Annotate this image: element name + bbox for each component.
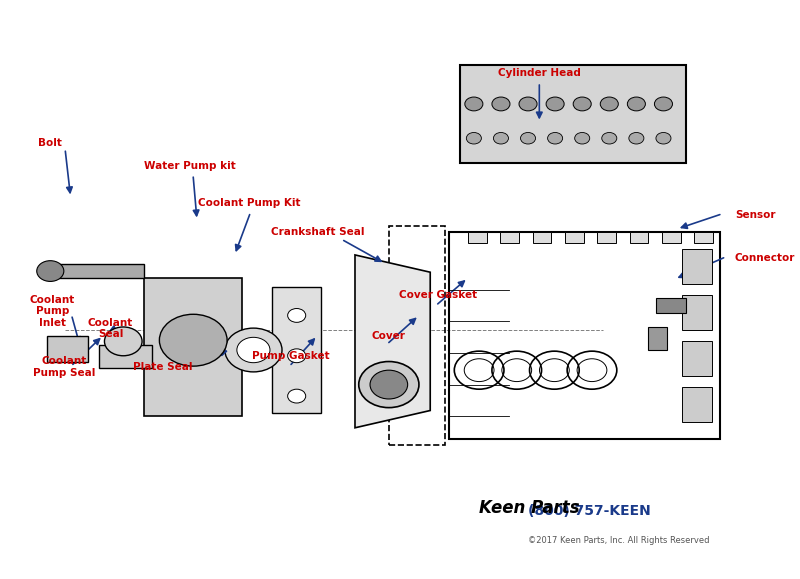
Bar bbox=[662, 232, 681, 243]
Circle shape bbox=[521, 133, 535, 144]
Bar bbox=[468, 232, 486, 243]
Circle shape bbox=[573, 97, 591, 111]
Bar bbox=[682, 342, 712, 376]
Text: Coolant
Pump
Inlet: Coolant Pump Inlet bbox=[30, 295, 75, 328]
Bar bbox=[565, 232, 584, 243]
Text: Coolant
Seal: Coolant Seal bbox=[88, 318, 133, 339]
Text: Water Pump kit: Water Pump kit bbox=[144, 160, 235, 171]
Text: Plate Seal: Plate Seal bbox=[134, 362, 193, 372]
Bar bbox=[46, 336, 88, 361]
Circle shape bbox=[494, 133, 509, 144]
Circle shape bbox=[288, 389, 306, 403]
Bar bbox=[682, 295, 712, 330]
Circle shape bbox=[547, 133, 562, 144]
Circle shape bbox=[105, 327, 142, 356]
Circle shape bbox=[159, 314, 227, 366]
Polygon shape bbox=[355, 255, 430, 428]
Text: Pump Gasket: Pump Gasket bbox=[252, 351, 330, 361]
Circle shape bbox=[656, 133, 671, 144]
Text: Sensor: Sensor bbox=[735, 210, 775, 219]
Circle shape bbox=[574, 133, 590, 144]
Bar bbox=[682, 387, 712, 422]
Bar bbox=[272, 287, 321, 413]
Circle shape bbox=[602, 133, 617, 144]
Circle shape bbox=[492, 97, 510, 111]
Bar bbox=[598, 232, 616, 243]
Circle shape bbox=[629, 133, 644, 144]
Bar bbox=[682, 249, 712, 284]
Bar bbox=[460, 65, 686, 163]
Bar bbox=[99, 345, 152, 368]
Text: Bolt: Bolt bbox=[38, 138, 62, 148]
Text: (800) 757-KEEN: (800) 757-KEEN bbox=[528, 504, 650, 518]
Bar bbox=[533, 232, 551, 243]
Circle shape bbox=[370, 370, 408, 399]
Circle shape bbox=[519, 97, 537, 111]
Text: Cover: Cover bbox=[372, 331, 406, 340]
Circle shape bbox=[237, 338, 270, 362]
Circle shape bbox=[37, 261, 64, 281]
Circle shape bbox=[465, 97, 483, 111]
Text: Crankshaft Seal: Crankshaft Seal bbox=[270, 227, 364, 237]
Circle shape bbox=[288, 349, 306, 362]
Circle shape bbox=[600, 97, 618, 111]
Circle shape bbox=[654, 97, 673, 111]
Bar bbox=[649, 327, 667, 350]
Text: Cover Gasket: Cover Gasket bbox=[398, 290, 477, 301]
Circle shape bbox=[288, 309, 306, 323]
Bar bbox=[694, 232, 713, 243]
Text: Coolant
Pump Seal: Coolant Pump Seal bbox=[33, 357, 95, 378]
Text: ©2017 Keen Parts, Inc. All Rights Reserved: ©2017 Keen Parts, Inc. All Rights Reserv… bbox=[528, 536, 710, 545]
Circle shape bbox=[546, 97, 564, 111]
Circle shape bbox=[358, 361, 419, 408]
Circle shape bbox=[466, 133, 482, 144]
Bar bbox=[46, 263, 144, 278]
Bar bbox=[144, 278, 242, 416]
Circle shape bbox=[627, 97, 646, 111]
Text: Cylinder Head: Cylinder Head bbox=[498, 68, 581, 78]
Text: Connector: Connector bbox=[735, 253, 795, 263]
Circle shape bbox=[225, 328, 282, 372]
Text: Coolant Pump Kit: Coolant Pump Kit bbox=[198, 198, 301, 208]
Bar bbox=[656, 298, 686, 313]
Text: Keen Parts: Keen Parts bbox=[479, 500, 580, 518]
Bar bbox=[630, 232, 649, 243]
Bar bbox=[500, 232, 519, 243]
